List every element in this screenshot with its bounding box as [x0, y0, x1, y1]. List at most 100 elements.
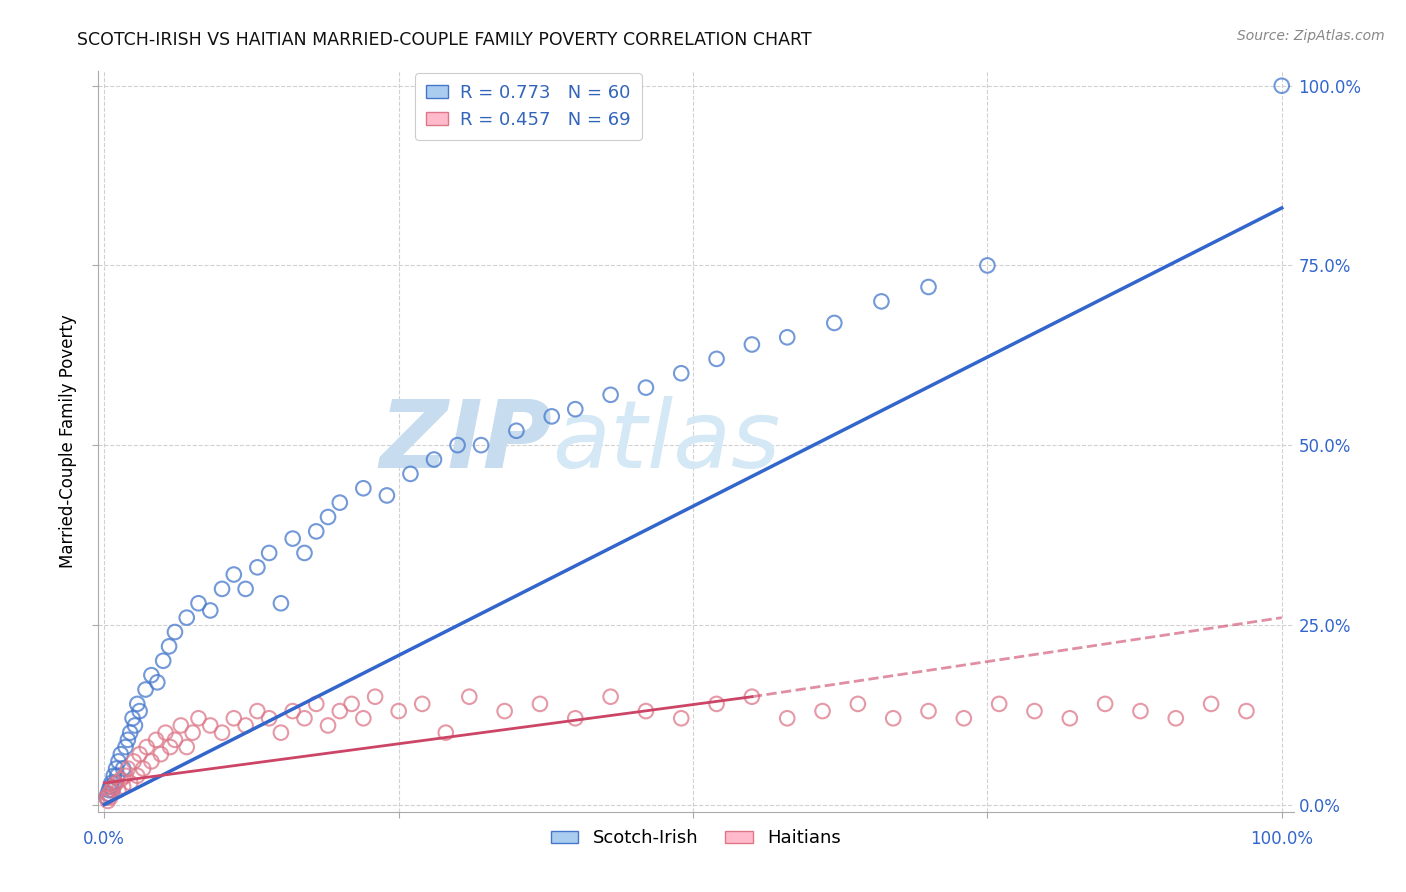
Point [127, 697, 149, 711]
Point [364, 690, 387, 704]
Point [98, 787, 121, 801]
Point [917, 704, 939, 718]
Point [110, 772, 132, 787]
Point [103, 769, 125, 783]
Point [96, 790, 118, 805]
Legend: Scotch-Irish, Haitians: Scotch-Irish, Haitians [544, 822, 848, 855]
Point [257, 546, 280, 560]
Point [529, 697, 551, 711]
Point [634, 704, 657, 718]
Point [128, 747, 150, 762]
Point [882, 711, 904, 725]
Point [97, 787, 120, 801]
Point [458, 690, 481, 704]
Point [211, 582, 233, 596]
Point [141, 755, 163, 769]
Point [411, 697, 433, 711]
Text: atlas: atlas [553, 396, 780, 487]
Point [124, 718, 146, 732]
Point [122, 755, 145, 769]
Point [98, 790, 121, 805]
Point [1059, 711, 1081, 725]
Point [112, 762, 135, 776]
Point [128, 704, 150, 718]
Point [270, 596, 292, 610]
Point [155, 725, 177, 739]
Point [505, 424, 527, 438]
Point [181, 725, 204, 739]
Point [423, 452, 446, 467]
Point [446, 438, 468, 452]
Point [706, 697, 728, 711]
Point [132, 762, 155, 776]
Point [200, 603, 222, 617]
Point [97, 794, 120, 808]
Point [135, 739, 157, 754]
Point [257, 711, 280, 725]
Point [187, 596, 209, 610]
Point [117, 762, 139, 776]
Point [776, 330, 799, 344]
Point [98, 783, 121, 797]
Point [776, 711, 799, 725]
Point [141, 668, 163, 682]
Point [235, 718, 257, 732]
Point [157, 640, 180, 654]
Point [170, 718, 193, 732]
Point [104, 776, 127, 790]
Point [316, 718, 339, 732]
Point [105, 776, 128, 790]
Point [599, 388, 621, 402]
Point [163, 625, 186, 640]
Point [176, 739, 198, 754]
Point [1129, 704, 1152, 718]
Text: Source: ZipAtlas.com: Source: ZipAtlas.com [1237, 29, 1385, 43]
Point [294, 711, 316, 725]
Point [599, 690, 621, 704]
Point [741, 337, 763, 351]
Text: SCOTCH-IRISH VS HAITIAN MARRIED-COUPLE FAMILY POVERTY CORRELATION CHART: SCOTCH-IRISH VS HAITIAN MARRIED-COUPLE F… [77, 31, 811, 49]
Point [340, 697, 363, 711]
Point [846, 697, 869, 711]
Point [246, 560, 269, 574]
Point [222, 567, 245, 582]
Point [105, 769, 128, 783]
Point [121, 711, 143, 725]
Point [953, 711, 976, 725]
Text: ZIP: ZIP [380, 395, 553, 488]
Point [107, 783, 129, 797]
Point [540, 409, 562, 424]
Point [305, 697, 328, 711]
Point [434, 725, 457, 739]
Point [112, 780, 135, 794]
Point [329, 704, 352, 718]
Point [159, 739, 181, 754]
Point [329, 495, 352, 509]
Point [152, 654, 174, 668]
Point [917, 280, 939, 294]
Point [281, 532, 304, 546]
Point [114, 769, 136, 783]
Point [105, 762, 128, 776]
Point [149, 747, 172, 762]
Point [100, 776, 122, 790]
Point [305, 524, 328, 539]
Point [101, 783, 124, 797]
Point [96, 790, 118, 805]
Point [988, 697, 1011, 711]
Point [399, 467, 422, 481]
Point [352, 481, 374, 495]
Point [222, 711, 245, 725]
Point [564, 402, 586, 417]
Point [200, 718, 222, 732]
Point [103, 780, 125, 794]
Point [107, 755, 129, 769]
Point [235, 582, 257, 596]
Point [375, 488, 398, 502]
Point [110, 747, 132, 762]
Point [671, 711, 693, 725]
Point [1236, 704, 1258, 718]
Point [246, 704, 269, 718]
Point [1164, 711, 1187, 725]
Point [470, 438, 492, 452]
